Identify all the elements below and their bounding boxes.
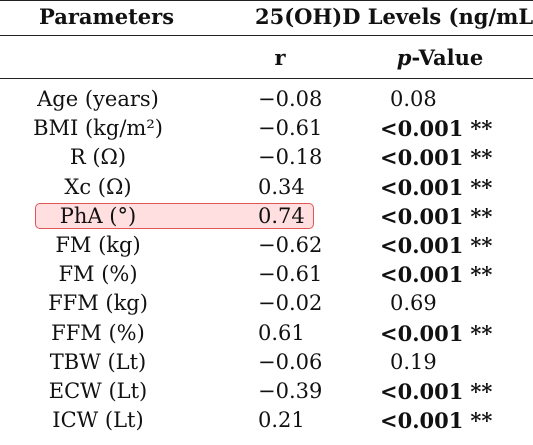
table-row: FFM (kg) −0.02 0.69 (0, 289, 533, 318)
param-cell: R (Ω) (69, 145, 127, 170)
param-cell: PhA (°) (59, 203, 137, 228)
param-cell: FFM (%) (51, 320, 145, 345)
p-value-cell: <0.001 ** (380, 377, 500, 406)
table-row: FFM (%) 0.61 <0.001 ** (0, 319, 533, 348)
p-value-cell: <0.001 ** (380, 319, 500, 348)
header-p-value: p-Value (380, 46, 500, 70)
significance-stars: ** (470, 233, 493, 258)
p-value-text: <0.001 (380, 379, 464, 404)
significance-stars: ** (470, 116, 493, 142)
p-value-cell: <0.001 ** (380, 202, 500, 231)
significance-stars: ** (470, 320, 493, 346)
r-cell: 0.21 (258, 408, 305, 433)
significance-stars: ** (470, 174, 493, 200)
significance-stars: ** (470, 203, 493, 229)
header-r: r (274, 45, 286, 70)
p-value-cell: <0.001 ** (380, 114, 500, 143)
param-cell: BMI (kg/m²) (33, 116, 163, 141)
table-row: PhA (°) 0.74 <0.001 ** (0, 202, 533, 231)
r-cell: −0.62 (258, 233, 323, 257)
r-cell: 0.61 (258, 320, 305, 345)
p-value-text: <0.001 (380, 203, 464, 229)
p-value-text: <0.001 (380, 262, 464, 288)
significance-stars: ** (470, 262, 493, 288)
table-top-rule (0, 0, 533, 1)
table-row: R (Ω) −0.18 <0.001 ** (0, 143, 533, 172)
p-value-cell: <0.001 ** (380, 231, 500, 260)
header-mid-rule (0, 35, 533, 36)
r-cell: −0.08 (258, 87, 323, 111)
header-bottom-rule (0, 78, 533, 79)
table-row: TBW (Lt) −0.06 0.19 (0, 348, 533, 377)
param-cell: TBW (Lt) (49, 349, 147, 374)
p-value-text: <0.001 (380, 145, 464, 171)
r-cell: −0.61 (258, 262, 323, 287)
r-cell: 0.74 (258, 203, 305, 228)
table-row: Xc (Ω) 0.34 <0.001 ** (0, 173, 533, 202)
param-cell: FM (%) (58, 262, 138, 287)
r-cell: −0.18 (258, 145, 323, 170)
r-cell: −0.39 (258, 379, 323, 403)
p-value-text: 0.19 (390, 349, 437, 374)
param-cell: ECW (Lt) (48, 379, 148, 403)
r-cell: −0.02 (258, 291, 323, 316)
header-p-suffix: -Value (411, 45, 484, 70)
param-cell: Xc (Ω) (64, 174, 132, 199)
p-value-text: <0.001 (380, 174, 464, 200)
significance-stars: ** (470, 408, 493, 434)
header-p-italic: p (396, 45, 412, 70)
table-row: BMI (kg/m²) −0.61 <0.001 ** (0, 114, 533, 143)
param-cell: FFM (kg) (48, 291, 148, 316)
p-value-cell: <0.001 ** (380, 260, 500, 289)
p-value-text: 0.69 (390, 291, 437, 316)
r-cell: 0.34 (258, 174, 305, 199)
header-parameters: Parameters (39, 4, 175, 29)
table-row: Age (years) −0.08 0.08 (0, 85, 533, 114)
significance-stars: ** (470, 145, 493, 171)
p-value-cell: 0.19 (390, 348, 510, 377)
p-value-cell: 0.08 (390, 85, 510, 114)
p-value-cell: <0.001 ** (380, 406, 500, 435)
p-value-text: <0.001 (380, 408, 464, 434)
p-value-text: <0.001 (380, 116, 464, 142)
table-row: ICW (Lt) 0.21 <0.001 ** (0, 406, 533, 435)
p-value-text: <0.001 (380, 320, 464, 346)
table-row: FM (%) −0.61 <0.001 ** (0, 260, 533, 289)
p-value-cell: <0.001 ** (380, 173, 500, 202)
p-value-text: <0.001 (380, 233, 464, 258)
significance-stars: ** (470, 379, 493, 404)
header-25ohd-levels: 25(OH)D Levels (ng/mL) (255, 4, 533, 29)
p-value-text: 0.08 (390, 87, 437, 111)
table-row: ECW (Lt) −0.39 <0.001 ** (0, 377, 533, 406)
table-row: FM (kg) −0.62 <0.001 ** (0, 231, 533, 260)
p-value-cell: <0.001 ** (380, 143, 500, 172)
param-cell: Age (years) (37, 87, 159, 111)
r-cell: −0.06 (258, 349, 323, 374)
p-value-cell: 0.69 (390, 289, 510, 318)
r-cell: −0.61 (258, 116, 323, 141)
param-cell: FM (kg) (55, 233, 141, 257)
param-cell: ICW (Lt) (52, 408, 144, 433)
